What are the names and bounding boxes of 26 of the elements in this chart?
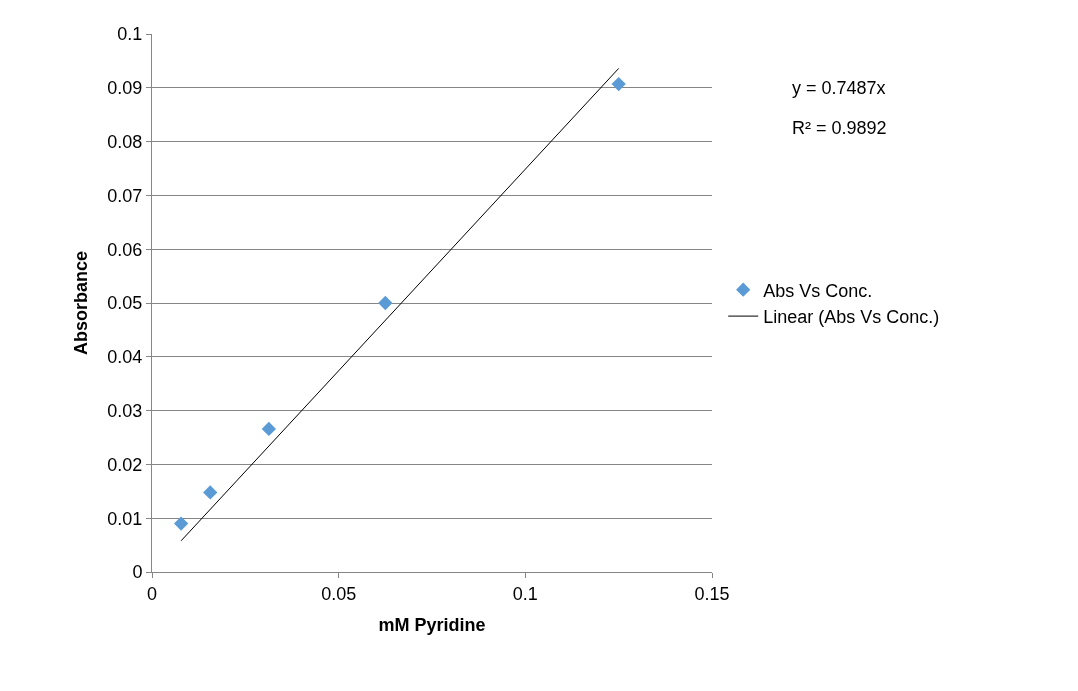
y-tick-label: 0.02 (107, 454, 143, 475)
point (173, 516, 189, 531)
y-axis-title: Absorbance (70, 250, 91, 356)
legend-label: Linear (Abs Vs Conc.) (763, 307, 940, 328)
x-axis-title: mM Pyridine (378, 614, 486, 635)
point (261, 421, 276, 437)
point (378, 295, 393, 311)
y-tick-label: 0.03 (107, 400, 143, 421)
y-tick-label: 0.05 (107, 293, 143, 314)
x-tick-label: 0.05 (321, 583, 357, 604)
x-tick-label: 0 (146, 583, 158, 604)
legend-label: Abs Vs Conc. (763, 280, 873, 301)
point (203, 485, 218, 500)
y-tick-label: 0.1 (117, 24, 143, 45)
y-tick-label: 0.04 (107, 347, 143, 368)
point (611, 76, 626, 92)
y-tick-label: 0.09 (107, 78, 143, 99)
y-tick-label: 0.08 (107, 131, 143, 152)
y-tick-label: 0 (132, 562, 143, 583)
y-tick-label: 0.01 (107, 508, 143, 529)
text: R² = 0.9892 (792, 118, 887, 138)
y-tick-label: 0.06 (107, 239, 143, 260)
y-tick-label: 0.07 (107, 185, 143, 206)
x-tick-label: 0.15 (694, 583, 730, 604)
x-tick-label: 0.1 (512, 583, 538, 604)
text: y = 0.7487x (792, 78, 886, 98)
